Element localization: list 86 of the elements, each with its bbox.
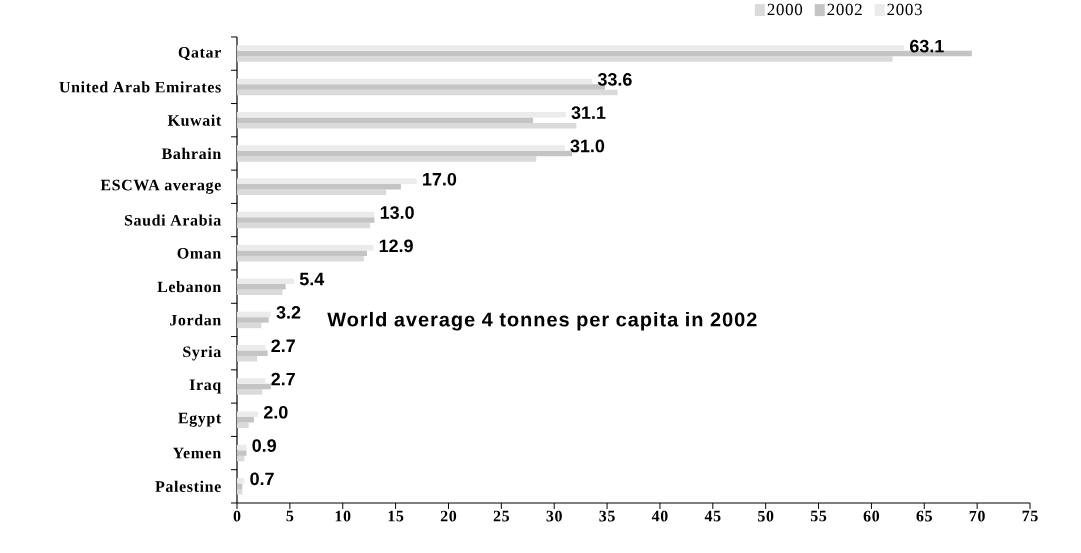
y-tick-label: Saudi Arabia <box>124 214 221 226</box>
bar <box>237 350 268 356</box>
bar <box>237 189 387 196</box>
bar <box>237 417 254 423</box>
data-label: 2.7 <box>271 339 295 352</box>
bar <box>237 56 893 62</box>
y-tick-label: Syria <box>183 345 221 361</box>
bar <box>237 222 371 229</box>
y-tick-label: Kuwait <box>167 114 222 126</box>
bar <box>237 344 266 351</box>
x-tick-label: 70 <box>969 510 985 522</box>
bar <box>237 122 577 129</box>
bar <box>237 283 286 290</box>
x-tick-label: 0 <box>233 510 241 522</box>
bar <box>237 89 618 96</box>
bar <box>237 278 295 284</box>
bar <box>237 117 534 123</box>
data-label: 63.1 <box>910 39 944 53</box>
x-tick-label: 10 <box>335 510 351 522</box>
bar <box>237 489 243 495</box>
data-label: 0.9 <box>252 439 276 452</box>
bar <box>237 184 401 190</box>
legend-label: 2003 <box>887 3 922 16</box>
bar <box>237 422 249 429</box>
bar <box>237 311 271 318</box>
y-tick-label: ESCWA average <box>100 179 221 194</box>
data-label: 17.0 <box>423 172 457 186</box>
bar <box>237 322 262 329</box>
y-tick-label: Egypt <box>178 412 222 427</box>
x-tick-label: 60 <box>863 510 880 522</box>
y-tick-label: Iraq <box>189 379 222 394</box>
data-label: 2.7 <box>271 372 295 386</box>
bar <box>237 317 269 323</box>
data-label: 33.6 <box>597 73 632 86</box>
bar <box>237 84 605 90</box>
bar <box>237 178 417 185</box>
data-label: 13.0 <box>380 206 414 219</box>
x-tick-label: 55 <box>810 510 827 522</box>
data-label: 0.7 <box>250 472 274 486</box>
data-label: 3.2 <box>276 306 301 319</box>
x-tick-label: 20 <box>440 510 457 522</box>
x-tick-label: 65 <box>916 510 932 522</box>
x-tick-label: 40 <box>651 510 668 522</box>
bar <box>237 478 245 484</box>
annotation: World average 4 tonnes per capita in 2002 <box>327 311 757 331</box>
bar <box>237 245 374 251</box>
bar <box>237 156 537 162</box>
data-label: 31.0 <box>570 139 605 153</box>
bar <box>237 250 368 257</box>
bar <box>237 256 364 262</box>
bar <box>237 444 247 451</box>
bar <box>237 217 375 223</box>
y-tick-label: Jordan <box>170 314 221 326</box>
bar <box>237 211 375 218</box>
bar <box>237 411 259 418</box>
x-tick-label: 50 <box>758 510 774 522</box>
x-tick-label: 15 <box>388 510 404 522</box>
y-tick-label: Oman <box>177 247 221 259</box>
y-tick-label: Palestine <box>155 480 221 492</box>
bar <box>237 45 905 51</box>
y-tick-label: Bahrain <box>161 147 221 160</box>
bar <box>237 111 566 118</box>
x-tick-label: 35 <box>599 510 615 522</box>
bar <box>237 145 565 151</box>
bar <box>237 78 593 85</box>
data-label: 12.9 <box>379 239 413 253</box>
bar <box>237 355 258 362</box>
y-tick-label: United Arab Emirates <box>59 81 221 93</box>
bar <box>237 383 271 390</box>
y-tick-label: Lebanon <box>157 281 221 293</box>
legend-label: 2002 <box>827 3 862 16</box>
bar <box>237 378 266 384</box>
data-label: 2.0 <box>263 405 288 419</box>
legend-label: 2000 <box>767 3 803 16</box>
x-tick-label: 75 <box>1022 510 1038 522</box>
x-tick-label: 30 <box>546 510 562 522</box>
bar <box>237 289 283 295</box>
x-tick-label: 45 <box>704 510 721 522</box>
bar <box>237 450 247 456</box>
data-label: 31.1 <box>571 106 606 120</box>
data-label: 5.4 <box>299 272 325 286</box>
bar <box>237 389 263 395</box>
y-tick-label: Qatar <box>178 47 221 61</box>
x-tick-label: 25 <box>493 510 510 522</box>
y-tick-label: Yemen <box>172 447 221 459</box>
x-tick-label: 5 <box>286 510 294 522</box>
